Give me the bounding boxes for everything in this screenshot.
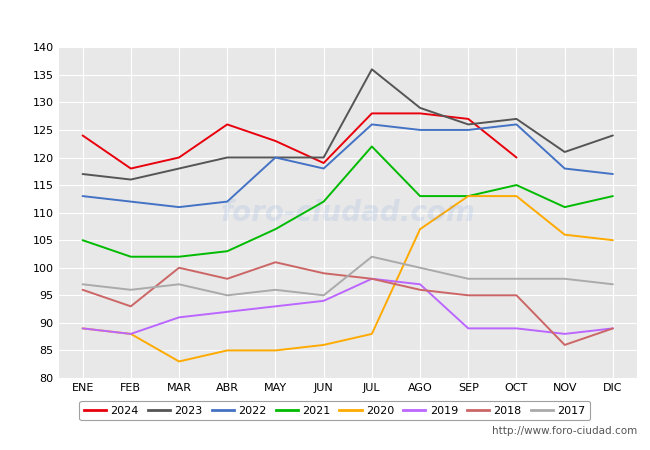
Text: Afiliados en Adanero a 30/9/2024: Afiliados en Adanero a 30/9/2024 — [162, 12, 488, 31]
Text: foro-ciudad.com: foro-ciudad.com — [220, 198, 475, 227]
Legend: 2024, 2023, 2022, 2021, 2020, 2019, 2018, 2017: 2024, 2023, 2022, 2021, 2020, 2019, 2018… — [79, 401, 590, 420]
Text: http://www.foro-ciudad.com: http://www.foro-ciudad.com — [492, 427, 637, 436]
